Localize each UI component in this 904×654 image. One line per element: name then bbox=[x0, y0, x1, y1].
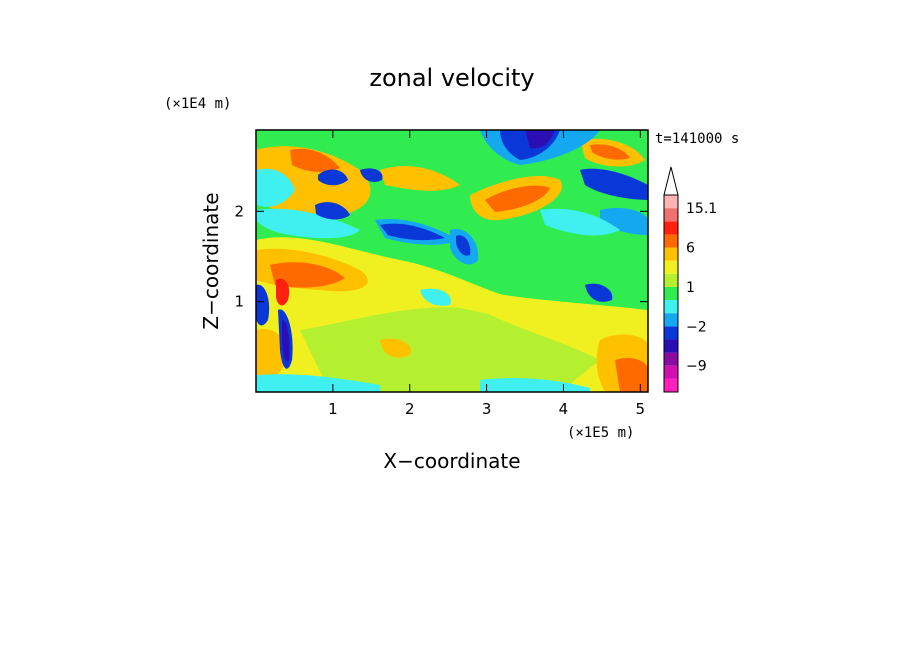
colorbar-tick-label: −9 bbox=[686, 359, 707, 375]
colorbar-swatch bbox=[664, 286, 678, 301]
colorbar-swatch bbox=[664, 234, 678, 248]
x-tick-label: 4 bbox=[559, 400, 569, 418]
colorbar: 15.1 6 1 −2 −9 bbox=[663, 166, 717, 393]
colorbar-extend-arrow bbox=[663, 166, 679, 196]
colorbar-tick-label: 15.1 bbox=[686, 201, 717, 217]
colorbar-swatch bbox=[664, 260, 678, 274]
y-unit-label: (×1E4 m) bbox=[164, 96, 231, 112]
plot-frame bbox=[255, 129, 649, 393]
x-axis-label: X−coordinate bbox=[383, 449, 520, 473]
y-axis-label: Z−coordinate bbox=[199, 192, 223, 329]
heatmap-field bbox=[256, 130, 648, 392]
colorbar-swatch bbox=[664, 195, 678, 209]
colorbar-swatch bbox=[664, 208, 678, 222]
x-unit-label: (×1E5 m) bbox=[567, 425, 634, 441]
colorbar-swatch bbox=[664, 339, 678, 353]
colorbar-swatch bbox=[664, 300, 678, 314]
colorbar-swatch bbox=[664, 247, 678, 261]
colorbar-tick-label: 1 bbox=[686, 280, 695, 296]
colorbar-tick-label: 6 bbox=[686, 241, 695, 257]
colorbar-swatch bbox=[664, 313, 678, 327]
y-axis-ticks: 12 bbox=[234, 202, 648, 311]
x-axis-ticks: 1 2 3 4 5 bbox=[328, 130, 645, 418]
x-tick-label: 1 bbox=[328, 400, 338, 418]
colorbar-swatch bbox=[664, 326, 678, 340]
colorbar-swatch bbox=[664, 378, 678, 392]
time-label: t=141000 s bbox=[655, 131, 739, 147]
colorbar-swatch bbox=[664, 221, 678, 235]
colorbar-swatch bbox=[664, 365, 678, 379]
colorbar-tick-label: −2 bbox=[686, 319, 707, 335]
y-tick-label: 2 bbox=[234, 202, 244, 220]
x-tick-label: 2 bbox=[405, 400, 415, 418]
y-tick-label: 1 bbox=[234, 293, 244, 311]
colorbar-swatch bbox=[664, 273, 678, 287]
x-tick-label: 3 bbox=[482, 400, 492, 418]
colorbar-swatch bbox=[664, 352, 678, 366]
x-tick-label: 5 bbox=[636, 400, 646, 418]
chart-title: zonal velocity bbox=[369, 64, 534, 92]
